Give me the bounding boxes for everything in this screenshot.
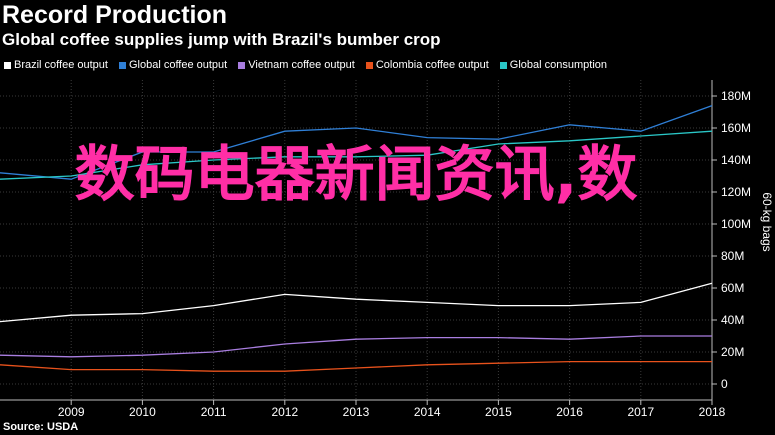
legend-item: Colombia coffee output — [365, 59, 489, 71]
legend-item: Global coffee output — [118, 59, 228, 71]
legend-label: Global coffee output — [128, 59, 228, 71]
y-tick-label: 140M — [721, 153, 751, 167]
legend-swatch — [238, 61, 246, 69]
y-tick-label: 180M — [721, 89, 751, 103]
legend-item: Global consumption — [499, 59, 608, 71]
y-axis-title: 60-kg bags — [760, 192, 774, 251]
y-tick-label: 40M — [721, 313, 744, 327]
x-tick-label: 2009 — [58, 405, 85, 419]
series-line — [0, 130, 713, 180]
y-tick-label: 120M — [721, 185, 751, 199]
series-line — [0, 282, 713, 323]
y-tick-label: 80M — [721, 249, 744, 263]
x-tick-label: 2015 — [485, 405, 512, 419]
x-tick-label: 2011 — [201, 405, 227, 419]
legend-item: Brazil coffee output — [4, 59, 108, 71]
chart-subtitle: Global coffee supplies jump with Brazil'… — [2, 30, 441, 49]
x-tick-label: 2013 — [343, 405, 370, 419]
x-tick-label: 2017 — [627, 405, 654, 419]
axes — [0, 80, 717, 405]
x-tick-label: 2012 — [271, 405, 298, 419]
y-tick-label: 20M — [721, 345, 744, 359]
legend-swatch — [118, 61, 126, 69]
x-tick-label: 2014 — [414, 405, 441, 419]
series-lines — [0, 104, 713, 372]
x-tick-label: 2010 — [129, 405, 156, 419]
legend-swatch — [499, 61, 507, 69]
y-tick-label: 0 — [721, 377, 728, 391]
series-line — [0, 104, 713, 180]
x-tick-label: 2016 — [556, 405, 583, 419]
legend-label: Global consumption — [509, 59, 608, 71]
tick-labels: 0 20M 40M 60M 80M 100M 120M 140M 160M 180M 2009 201… — [58, 89, 774, 419]
x-tick-label: 2018 — [699, 405, 726, 419]
legend-label: Brazil coffee output — [14, 59, 108, 71]
y-tick-label: 160M — [721, 121, 751, 135]
legend-swatch — [4, 61, 11, 69]
y-tick-label: 60M — [721, 281, 744, 295]
series-line — [0, 360, 712, 372]
legend-label: Colombia coffee output — [375, 59, 489, 71]
legend-item: Vietnam coffee output — [238, 59, 355, 71]
source-note: Source: USDA — [3, 421, 79, 433]
legend-label: Vietnam coffee output — [248, 59, 355, 71]
chart-legend: Brazil coffee output Global coffee output… — [4, 57, 618, 73]
y-tick-label: 100M — [721, 217, 751, 231]
series-line — [0, 335, 712, 358]
chart-title: Record Production — [2, 1, 228, 29]
legend-swatch — [365, 61, 373, 69]
